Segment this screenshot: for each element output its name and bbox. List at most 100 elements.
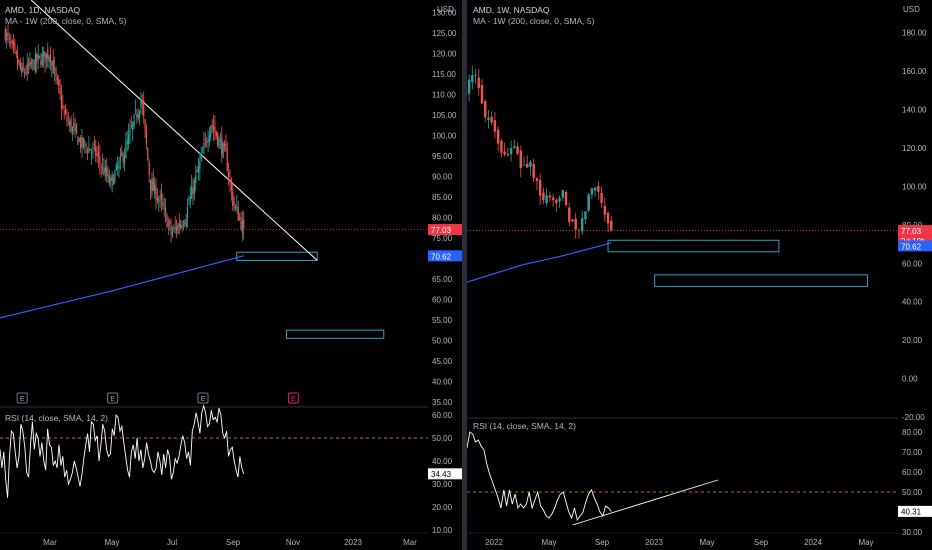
candle-body[interactable] [17, 56, 19, 64]
candle-body[interactable] [58, 79, 60, 87]
rsi-tick-label[interactable]: 40.00 [432, 457, 453, 466]
candle-body[interactable] [55, 68, 57, 76]
price-tick-label[interactable]: 115.00 [432, 70, 456, 79]
candle-body[interactable] [243, 219, 245, 230]
candle-body[interactable] [95, 145, 97, 157]
candle-body[interactable] [217, 133, 219, 145]
candle-body[interactable] [195, 174, 197, 184]
rsi-tick-label[interactable]: 50.00 [902, 488, 923, 497]
candle-body[interactable] [600, 192, 603, 204]
candle-body[interactable] [101, 164, 104, 166]
candle-body[interactable] [114, 171, 116, 182]
candle-body[interactable] [467, 79, 471, 94]
candle-body[interactable] [496, 129, 500, 144]
candle-body[interactable] [171, 232, 174, 236]
candle-body[interactable] [500, 140, 503, 153]
price-tick-label[interactable]: 60.00 [902, 259, 923, 268]
candle-body[interactable] [610, 220, 613, 231]
candle-body[interactable] [47, 49, 49, 60]
candle-body[interactable] [169, 221, 171, 224]
price-tick-label[interactable]: 50.00 [432, 336, 453, 345]
price-tick-label[interactable]: 140.00 [902, 106, 927, 115]
candle-body[interactable] [178, 223, 180, 227]
candle-body[interactable] [221, 137, 223, 155]
moving-average-line[interactable] [0, 255, 244, 320]
candle-body[interactable] [80, 137, 82, 148]
candle-body[interactable] [121, 152, 123, 156]
candle-body[interactable] [181, 226, 183, 229]
support-zone-box[interactable] [236, 251, 318, 261]
rsi-tick-label[interactable]: 80.00 [902, 428, 923, 437]
candle-body[interactable] [568, 207, 571, 222]
weekly-rsi-legend[interactable]: RSI (14, close, SMA, 14, 2) [473, 421, 576, 431]
candle-body[interactable] [145, 129, 148, 145]
candle-body[interactable] [503, 151, 506, 155]
ma-price-tag[interactable]: 70.62 [431, 252, 452, 261]
candle-body[interactable] [200, 153, 202, 160]
rsi-tick-label[interactable]: 10.00 [432, 526, 453, 535]
candle-body[interactable] [535, 177, 539, 182]
candle-body[interactable] [493, 120, 497, 132]
candle-body[interactable] [140, 100, 142, 108]
candle-body[interactable] [564, 191, 568, 205]
price-tick-label[interactable]: 100.00 [432, 131, 457, 140]
candle-body[interactable] [82, 137, 84, 147]
candle-body[interactable] [584, 211, 587, 220]
candle-body[interactable] [60, 96, 63, 109]
candle-body[interactable] [122, 154, 124, 162]
candle-body[interactable] [133, 114, 135, 127]
candle-body[interactable] [487, 117, 490, 121]
candle-body[interactable] [603, 205, 607, 215]
candle-body[interactable] [197, 165, 200, 173]
candle-body[interactable] [223, 143, 226, 146]
candle-body[interactable] [228, 171, 230, 178]
candle-body[interactable] [36, 53, 38, 62]
candle-body[interactable] [29, 60, 31, 68]
candle-body[interactable] [149, 179, 152, 191]
time-tick-label[interactable]: Sep [595, 538, 610, 547]
candle-body[interactable] [229, 180, 231, 182]
candle-body[interactable] [25, 72, 27, 74]
candle-body[interactable] [162, 201, 164, 206]
candle-body[interactable] [215, 131, 217, 137]
candle-body[interactable] [111, 175, 113, 182]
candle-body[interactable] [40, 60, 42, 65]
candle-body[interactable] [118, 160, 120, 170]
candle-body[interactable] [91, 151, 93, 155]
candle-body[interactable] [51, 61, 53, 67]
candle-body[interactable] [63, 111, 65, 114]
candle-body[interactable] [506, 154, 510, 156]
candle-body[interactable] [75, 123, 78, 134]
candle-body[interactable] [89, 149, 91, 151]
candle-body[interactable] [571, 219, 574, 222]
candle-body[interactable] [147, 148, 149, 161]
candle-body[interactable] [186, 206, 189, 219]
rsi-tick-label[interactable]: 60.00 [902, 468, 923, 477]
candle-body[interactable] [132, 122, 134, 130]
candle-body[interactable] [232, 191, 234, 206]
price-tick-label[interactable]: 40.00 [902, 298, 923, 307]
candle-body[interactable] [19, 62, 21, 69]
price-tick-label[interactable]: 20.00 [902, 336, 923, 345]
candle-body[interactable] [477, 77, 480, 88]
candle-body[interactable] [14, 42, 16, 51]
candle-body[interactable] [163, 207, 165, 209]
time-tick-label[interactable]: Mar [403, 538, 417, 547]
candle-body[interactable] [234, 205, 237, 209]
candle-body[interactable] [22, 62, 24, 71]
candle-body[interactable] [6, 32, 8, 40]
candle-body[interactable] [561, 190, 564, 198]
price-tick-label[interactable]: 180.00 [902, 29, 927, 38]
candle-body[interactable] [474, 74, 477, 76]
support-zone-box[interactable] [654, 274, 869, 287]
candle-body[interactable] [548, 195, 552, 198]
earnings-marker-icon[interactable] [197, 392, 209, 404]
earnings-marker-icon[interactable] [107, 392, 119, 404]
candle-body[interactable] [177, 224, 179, 234]
candle-body[interactable] [97, 152, 100, 157]
candle-body[interactable] [12, 41, 15, 47]
candle-body[interactable] [529, 161, 532, 167]
downtrend-line[interactable] [30, 0, 318, 261]
candle-body[interactable] [471, 75, 474, 83]
candle-body[interactable] [551, 197, 555, 201]
